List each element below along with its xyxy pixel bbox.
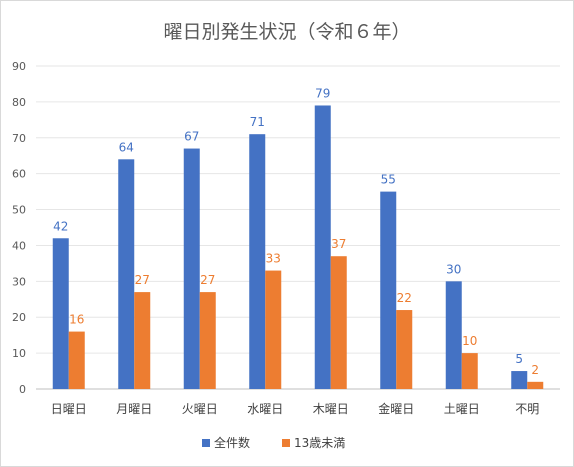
legend-label: 全件数 [214, 435, 250, 450]
data-label: 16 [69, 313, 84, 327]
data-label: 79 [315, 86, 330, 100]
gridlines [36, 65, 560, 390]
data-label: 2 [531, 363, 539, 377]
bar-under13 [68, 331, 85, 389]
x-tick-label: 土曜日 [444, 402, 480, 416]
x-tick-label: 木曜日 [313, 402, 349, 416]
legend-swatch [282, 439, 290, 447]
y-tick-label: 50 [12, 204, 26, 217]
data-label: 30 [446, 262, 461, 276]
bar-under13 [396, 310, 413, 389]
y-tick-label: 30 [12, 275, 26, 288]
data-label: 33 [266, 252, 281, 266]
data-label: 71 [250, 115, 265, 129]
data-label: 5 [515, 352, 523, 366]
y-tick-label: 40 [12, 239, 26, 252]
y-tick-label: 60 [12, 168, 26, 181]
bar-total [314, 105, 331, 389]
y-tick-label: 90 [12, 60, 26, 73]
x-axis: 日曜日 月曜日 火曜日 水曜日 木曜日 金曜日 土曜日 不明 [51, 401, 540, 416]
y-tick-label: 20 [12, 311, 26, 324]
bar-under13 [199, 292, 216, 389]
bar-under13 [330, 256, 347, 389]
x-tick-label: 不明 [515, 402, 539, 416]
x-tick-label: 火曜日 [182, 402, 218, 416]
bar-under13 [461, 353, 478, 389]
bar-total [183, 148, 200, 389]
data-label: 27 [200, 273, 215, 287]
bar-total [511, 371, 528, 389]
data-label: 37 [331, 237, 346, 251]
chart-title: 曜日別発生状況（令和６年） [163, 21, 410, 43]
data-label: 55 [381, 173, 396, 187]
data-labels: 42 16 64 27 67 27 71 33 79 37 55 22 30 10 52 [53, 86, 539, 376]
bar-total [445, 281, 462, 389]
y-tick-label: 10 [12, 347, 26, 360]
legend-label: 13歳未満 [294, 436, 345, 450]
x-tick-label: 水曜日 [247, 402, 283, 416]
data-label: 67 [184, 130, 199, 144]
y-axis: 0 10 20 30 40 50 60 70 80 90 [12, 60, 26, 396]
x-tick-label: 月曜日 [116, 402, 152, 416]
y-tick-label: 80 [12, 96, 26, 109]
data-label: 42 [53, 219, 68, 233]
x-tick-label: 日曜日 [51, 402, 87, 416]
data-label: 22 [397, 291, 412, 305]
bar-total [249, 134, 266, 389]
bar-under13 [265, 270, 282, 389]
bar-under13 [527, 381, 544, 389]
y-tick-label: 0 [19, 383, 26, 396]
data-label: 27 [135, 273, 150, 287]
bar-total [52, 238, 69, 389]
bar-total [380, 191, 397, 389]
bar-under13 [134, 292, 151, 389]
data-label: 64 [119, 140, 134, 154]
x-tick-label: 金曜日 [378, 401, 414, 416]
data-label: 10 [462, 334, 477, 348]
y-tick-label: 70 [12, 132, 26, 145]
bar-total [118, 159, 135, 389]
bars [52, 105, 544, 389]
legend: 全件数 13歳未満 [202, 435, 345, 450]
legend-swatch [202, 439, 210, 447]
